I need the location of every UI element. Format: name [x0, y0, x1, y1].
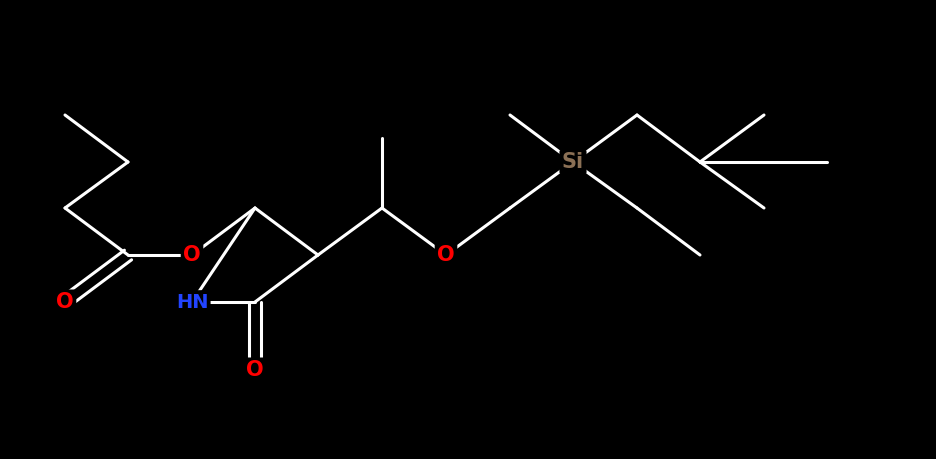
- Text: O: O: [183, 245, 201, 265]
- Text: O: O: [246, 360, 264, 380]
- Text: Si: Si: [562, 152, 584, 172]
- Text: O: O: [437, 245, 455, 265]
- Text: O: O: [56, 292, 74, 312]
- Text: HN: HN: [176, 292, 208, 312]
